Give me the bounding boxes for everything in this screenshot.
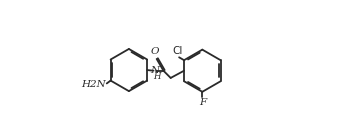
Text: F: F — [199, 98, 206, 107]
Text: Cl: Cl — [173, 46, 183, 56]
Text: N: N — [150, 66, 159, 75]
Text: H2N: H2N — [81, 80, 106, 89]
Text: O: O — [151, 47, 159, 56]
Text: H: H — [153, 72, 160, 81]
